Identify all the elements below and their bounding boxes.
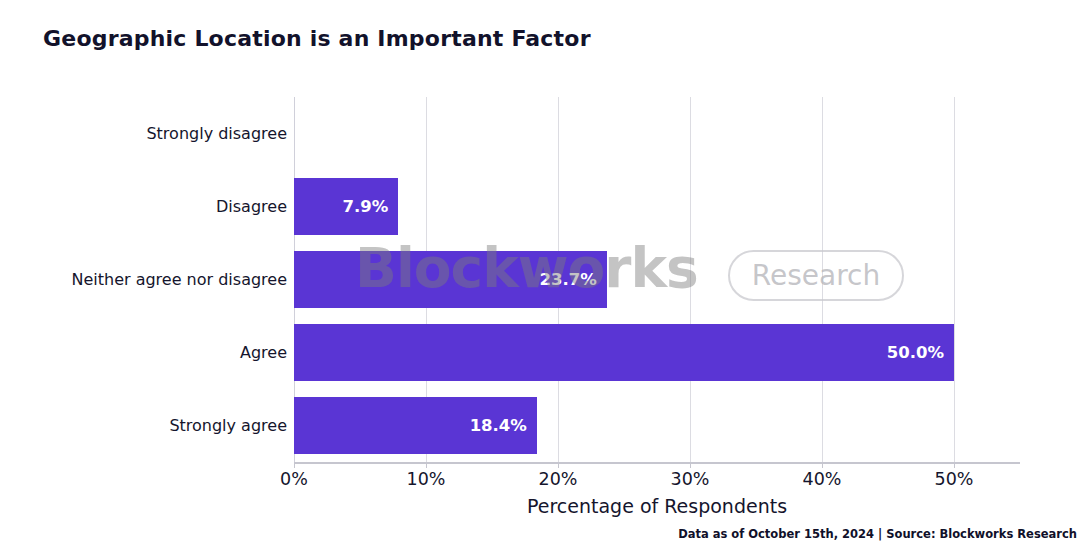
survey-bar-chart: Geographic Location is an Important Fact… [0, 0, 1084, 550]
category-label: Disagree [0, 170, 287, 243]
bar: 23.7% [294, 251, 607, 308]
x-axis-title: Percentage of Respondents [294, 495, 1020, 517]
source-attribution: Data as of October 15th, 2024 | Source: … [678, 527, 1077, 541]
bar-row: 7.9% [294, 170, 1020, 243]
x-tickmark [954, 463, 955, 468]
plot-area: 7.9% 23.7% 50.0% 18.4% [294, 97, 1020, 464]
bar-row: 23.7% [294, 243, 1020, 316]
x-tick-label: 10% [407, 469, 446, 489]
x-tick-label: 40% [803, 469, 842, 489]
x-axis-tickmarks [294, 463, 1020, 468]
x-tickmark [822, 463, 823, 468]
bar-value-label: 7.9% [343, 197, 399, 216]
bar-row [294, 97, 1020, 170]
bar-value-label: 23.7% [540, 270, 607, 289]
category-label: Agree [0, 316, 287, 389]
x-tick-label: 30% [671, 469, 710, 489]
category-label: Strongly disagree [0, 97, 287, 170]
bar-value-label: 50.0% [887, 343, 954, 362]
x-tick-label: 0% [280, 469, 308, 489]
x-axis-tick-labels: 0%10%20%30%40%50% [294, 469, 1020, 491]
bar: 7.9% [294, 178, 398, 235]
x-tick-label: 50% [935, 469, 974, 489]
bar-row: 18.4% [294, 389, 1020, 462]
bar: 18.4% [294, 397, 537, 454]
bar: 50.0% [294, 324, 954, 381]
bar-row: 50.0% [294, 316, 1020, 389]
x-tickmark [558, 463, 559, 468]
category-label: Neither agree nor disagree [0, 243, 287, 316]
x-tickmark [426, 463, 427, 468]
x-tick-label: 20% [539, 469, 578, 489]
y-axis-category-labels: Strongly disagreeDisagreeNeither agree n… [0, 97, 287, 462]
chart-title: Geographic Location is an Important Fact… [43, 26, 591, 51]
x-tickmark [690, 463, 691, 468]
x-tickmark [294, 463, 295, 468]
category-label: Strongly agree [0, 389, 287, 462]
bar-value-label: 18.4% [470, 416, 537, 435]
